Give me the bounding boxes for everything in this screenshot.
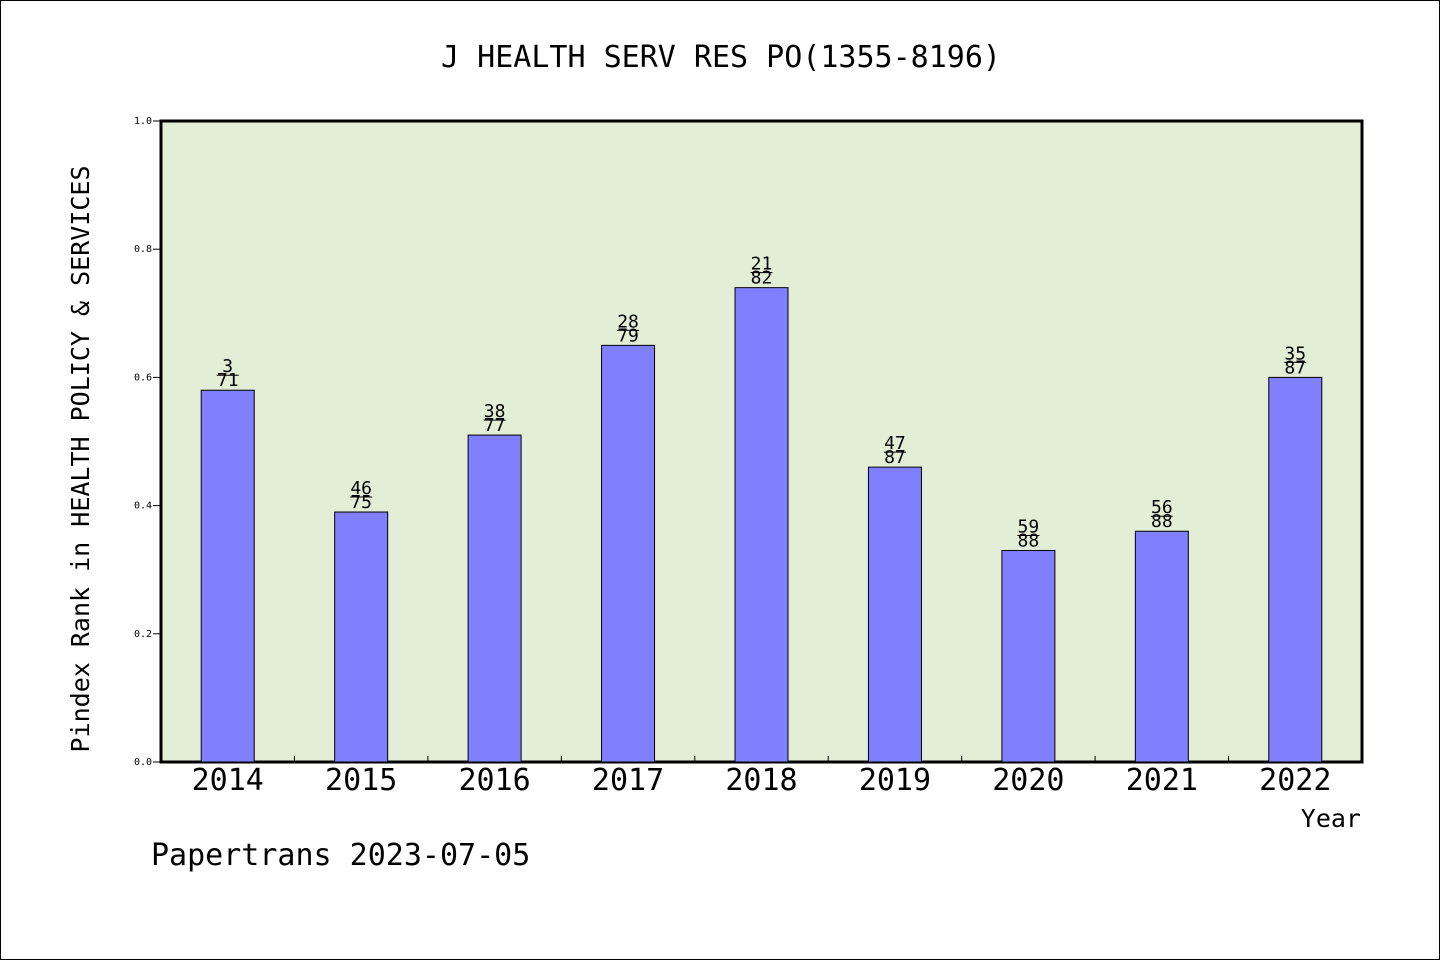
y-axis-label: Pindex Rank in HEALTH POLICY & SERVICES	[66, 166, 95, 753]
bar-rank-label: 28	[617, 311, 639, 332]
bar-total-label: 79	[617, 325, 639, 346]
bar-rank-label: 38	[484, 401, 506, 422]
x-tick-label: 2014	[192, 763, 264, 798]
x-tick-label: 2019	[859, 763, 931, 798]
y-tick-label: 0.4	[134, 501, 152, 512]
bar-total-label: 75	[350, 492, 372, 513]
x-axis: 2014 2015 2016 2017 2018 2019 2020 2021 2022	[192, 756, 1331, 798]
bar-2014	[200, 389, 255, 763]
x-tick-label: 2015	[325, 763, 397, 798]
bar-2020	[1001, 549, 1056, 763]
bar-total-label: 71	[217, 370, 239, 391]
bar-rank-label: 59	[1018, 516, 1040, 537]
bar-rank-label: 46	[350, 478, 372, 499]
x-tick-label: 2021	[1126, 763, 1198, 798]
x-tick-label: 2016	[458, 763, 530, 798]
bar-rank-label: 56	[1151, 497, 1173, 518]
bar-rank-label: 47	[884, 433, 906, 454]
x-axis-label: Year	[1301, 804, 1361, 833]
x-tick-label: 2018	[725, 763, 797, 798]
bar-total-label: 77	[484, 415, 506, 436]
x-tick-label: 2022	[1259, 763, 1331, 798]
chart-title: J HEALTH SERV RES PO(1355-8196)	[441, 40, 1001, 75]
x-tick-label: 2020	[992, 763, 1064, 798]
bar-total-label: 87	[884, 447, 906, 468]
bar-total-label: 82	[751, 268, 773, 289]
bar-2018	[734, 287, 789, 763]
x-tick-label: 2017	[592, 763, 664, 798]
y-tick-label: 0.2	[134, 629, 152, 640]
y-tick-label: 1.0	[134, 116, 152, 127]
bar-rank-label: 35	[1284, 343, 1306, 364]
y-tick-label: 0.8	[134, 244, 152, 255]
y-axis: 0.0 0.2 0.4 0.6 0.8 1.0	[134, 116, 161, 768]
bar-2022	[1268, 376, 1323, 763]
y-tick-label: 0.6	[134, 372, 152, 383]
bar-2016	[467, 434, 522, 763]
bar-rank-label: 21	[751, 254, 773, 275]
bar-total-label: 87	[1284, 357, 1306, 378]
bar-total-label: 88	[1151, 511, 1173, 532]
bar-2021	[1134, 530, 1189, 763]
bar-2019	[867, 466, 922, 763]
bar-rank-label: 3	[222, 356, 233, 377]
y-tick-label: 0.0	[134, 757, 152, 768]
bar-total-label: 88	[1018, 530, 1040, 551]
bar-2017	[601, 344, 656, 763]
source-footer: Papertrans 2023-07-05	[151, 838, 530, 873]
bar-2015	[334, 511, 389, 763]
